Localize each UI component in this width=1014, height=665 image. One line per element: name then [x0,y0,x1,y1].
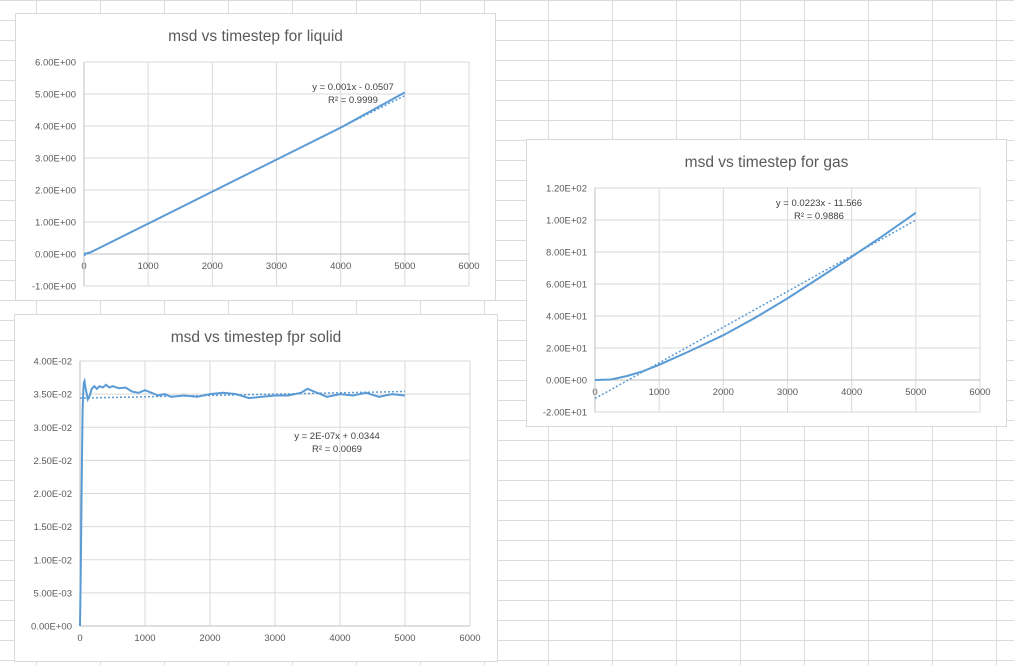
x-tick-label: 1000 [649,387,670,398]
trendline-r2: R² = 0.0069 [312,444,362,455]
trendline-equation: y = 0.001x - 0.0507 [312,82,394,93]
x-tick-label: 3000 [777,387,798,398]
x-tick-label: 3000 [266,261,287,272]
x-tick-label: 6000 [459,633,480,644]
x-tick-label: 5000 [905,387,926,398]
x-tick-label: 5000 [394,261,415,272]
y-tick-label: 4.00E+00 [35,122,76,133]
y-tick-label: 0.00E+00 [35,250,76,261]
y-tick-label: 3.50E-02 [33,390,72,401]
chart-title: msd vs timestep fpr solid [171,329,342,346]
y-tick-label: 8.00E+01 [546,248,587,259]
x-tick-label: 4000 [330,261,351,272]
chart-gas[interactable]: msd vs timestep for gas -2.00E+01 0.00E+00… [526,139,1007,427]
y-tick-label: 1.20E+02 [546,184,587,195]
x-tick-label: 2000 [713,387,734,398]
y-tick-label: 0.00E+00 [546,376,587,387]
trendline-equation: y = 2E-07x + 0.0344 [294,431,380,442]
chart-liquid[interactable]: msd vs timestep for liquid -1.00E+00 0.00E… [15,13,496,301]
series-line [594,211,917,381]
trendline-equation: y = 0.0223x - 11.566 [776,198,862,209]
y-tick-label: 4.00E-02 [33,357,72,368]
series-line [83,91,406,255]
y-tick-label: 1.50E-02 [33,522,72,533]
x-tick-label: 4000 [841,387,862,398]
x-tick-label: 2000 [199,633,220,644]
y-tick-label: 0.00E+00 [31,622,72,633]
chart-gas-svg: msd vs timestep for gas -2.00E+01 0.00E+00… [543,154,991,419]
y-tick-label: 4.00E+01 [546,312,587,323]
chart-title: msd vs timestep for liquid [168,28,343,45]
y-tick-label: 2.00E+01 [546,344,587,355]
y-tick-label: 5.00E+00 [35,90,76,101]
y-tick-label: 5.00E-03 [33,588,72,599]
y-tick-label: -2.00E+01 [543,408,587,419]
y-tick-label: 2.00E-02 [33,489,72,500]
x-tick-label: 5000 [394,633,415,644]
y-tick-label: 6.00E+00 [35,58,76,69]
chart-liquid-svg: msd vs timestep for liquid -1.00E+00 0.00E… [32,28,480,293]
x-tick-label: 3000 [264,633,285,644]
y-tick-label: 3.00E+00 [35,154,76,165]
x-tick-label: 6000 [458,261,479,272]
y-tick-label: -1.00E+00 [32,282,76,293]
trendline-r2: R² = 0.9999 [328,95,378,106]
y-tick-label: 1.00E-02 [33,555,72,566]
x-tick-label: 0 [77,633,82,644]
x-tick-label: 1000 [134,633,155,644]
x-tick-label: 2000 [202,261,223,272]
series-line [79,377,406,627]
y-tick-label: 3.00E-02 [33,423,72,434]
trendline-r2: R² = 0.9886 [794,211,844,222]
y-tick-label: 2.00E+00 [35,186,76,197]
chart-solid-svg: msd vs timestep fpr solid 0.00E+00 5.00E-0… [31,329,481,644]
y-tick-label: 1.00E+00 [35,218,76,229]
y-tick-label: 1.00E+02 [546,216,587,227]
x-tick-label: 6000 [969,387,990,398]
y-tick-label: 6.00E+01 [546,280,587,291]
chart-solid[interactable]: msd vs timestep fpr solid 0.00E+00 5.00E-0… [14,314,498,662]
x-tick-label: 1000 [138,261,159,272]
x-tick-label: 4000 [329,633,350,644]
chart-title: msd vs timestep for gas [685,154,849,171]
y-tick-label: 2.50E-02 [33,456,72,467]
